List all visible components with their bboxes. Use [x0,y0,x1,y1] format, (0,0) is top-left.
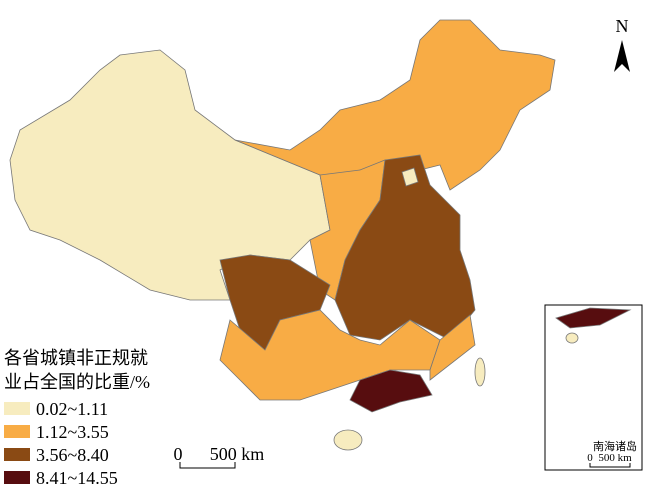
inset: 南海诸岛 0 500 km [544,304,643,471]
scale-bar: 0 500 km [174,444,265,469]
region-taiwan [474,357,486,387]
legend-swatch [4,448,30,461]
inset-hainan [565,332,579,344]
inset-guangdong [555,307,632,329]
legend-title: 各省城镇非正规就 [4,348,148,368]
inset-title: 南海诸岛 [593,439,637,453]
scale-line [179,462,236,469]
inset-scale-end: 500 km [598,452,632,464]
scale-start: 0 [174,444,183,464]
legend-label: 3.56~8.40 [36,445,109,465]
region-beijing [401,167,419,187]
legend-swatch [4,471,30,484]
legend-label: 0.02~1.11 [36,399,108,419]
legend: 各省城镇非正规就 业占全国的比重/% 0.02~1.11 1.12~3.55 3.5… [4,348,150,484]
north-label: N [616,16,629,36]
region-guangdong [349,369,433,413]
inset-frame [544,304,643,471]
inset-scale-bar [589,463,631,468]
inset-scale-start: 0 [587,452,593,464]
region-hainan [333,429,363,451]
legend-label: 1.12~3.55 [36,422,109,442]
legend-label: 8.41~14.55 [36,468,118,484]
region-central [334,154,476,341]
legend-swatch [4,402,30,415]
legend-title: 业占全国的比重/% [4,372,150,392]
provinces [9,19,556,451]
north-arrow: N [614,16,630,72]
legend-swatch [4,425,30,438]
region-fujian [429,314,476,381]
scale-end: 500 km [210,444,265,464]
arrow [614,40,630,72]
